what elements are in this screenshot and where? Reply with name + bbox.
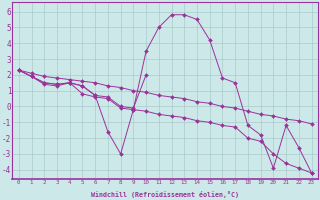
X-axis label: Windchill (Refroidissement éolien,°C): Windchill (Refroidissement éolien,°C) bbox=[91, 191, 239, 198]
